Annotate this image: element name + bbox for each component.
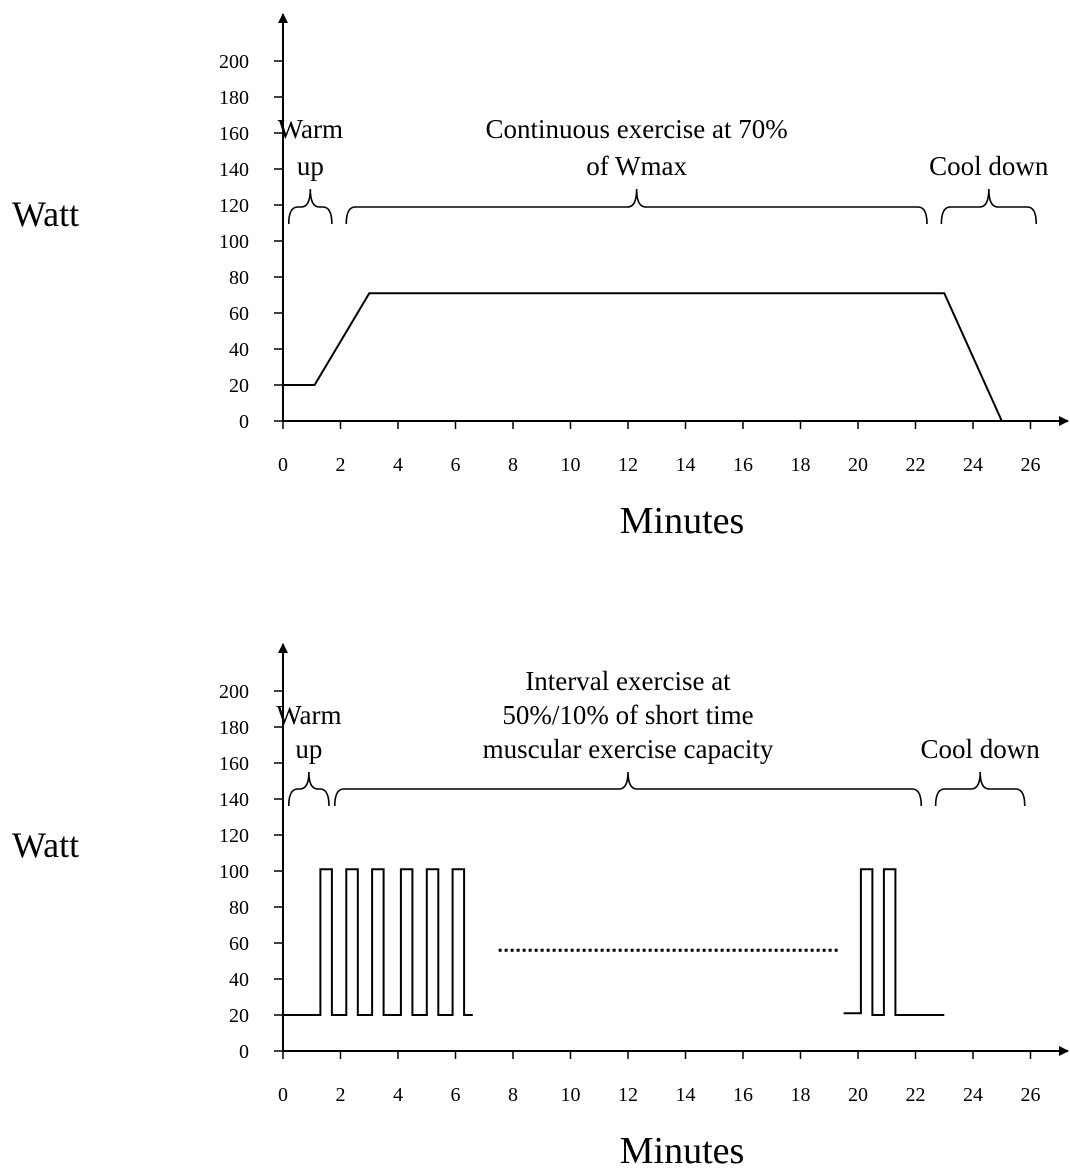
- x-tick-label: 16: [733, 454, 753, 476]
- series-line: [283, 292, 1003, 422]
- y-axis-label: Watt: [12, 825, 79, 865]
- phase-brace: [940, 188, 1038, 225]
- y-tick-label: 200: [219, 51, 249, 73]
- x-tick-label: 18: [791, 454, 811, 476]
- x-axis-label: Minutes: [620, 1130, 745, 1168]
- x-tick-label: 26: [1021, 1084, 1041, 1106]
- y-tick-label: 100: [219, 861, 249, 883]
- x-tick-label: 20: [848, 1084, 868, 1106]
- series-line: [843, 868, 945, 1016]
- x-tick-label: 12: [618, 454, 638, 476]
- phase-label: 50%/10% of short time: [502, 700, 753, 730]
- x-tick-label: 12: [618, 1084, 638, 1106]
- x-tick-label: 22: [906, 1084, 926, 1106]
- x-tick-label: 16: [733, 1084, 753, 1106]
- x-tick-label: 14: [676, 1084, 696, 1106]
- interval-exercise-chart: Watt Minutes 020406080100120140160180200…: [12, 643, 1069, 1168]
- x-tick-label: 4: [393, 454, 403, 476]
- series-line: [283, 868, 473, 1016]
- x-tick-label: 10: [561, 454, 581, 476]
- phase-label: muscular exercise capacity: [483, 734, 774, 764]
- y-tick-label: 140: [219, 159, 249, 181]
- x-tick-label: 20: [848, 454, 868, 476]
- phase-brace: [345, 188, 928, 225]
- x-tick-label: 6: [451, 1084, 461, 1106]
- y-tick-label: 120: [219, 195, 249, 217]
- x-tick-label: 6: [451, 454, 461, 476]
- phase-label: up: [297, 151, 324, 181]
- y-tick-label: 180: [219, 717, 249, 739]
- x-tick-label: 2: [336, 1084, 346, 1106]
- phase-brace: [287, 188, 333, 225]
- y-tick-label: 60: [229, 303, 249, 325]
- phase-brace: [333, 771, 923, 807]
- phase-brace: [287, 771, 330, 807]
- x-tick-label: 10: [561, 1084, 581, 1106]
- y-tick-label: 0: [239, 411, 249, 433]
- phase-brace: [934, 771, 1026, 807]
- x-tick-label: 8: [508, 454, 518, 476]
- y-tick-label: 80: [229, 897, 249, 919]
- x-axis-label: Minutes: [620, 500, 745, 542]
- x-tick-label: 0: [278, 1084, 288, 1106]
- y-tick-label: 80: [229, 267, 249, 289]
- y-tick-label: 100: [219, 231, 249, 253]
- x-tick-label: 24: [963, 454, 983, 476]
- x-tick-label: 0: [278, 454, 288, 476]
- y-tick-label: 160: [219, 753, 249, 775]
- y-tick-label: 0: [239, 1041, 249, 1063]
- phase-label: Cool down: [929, 151, 1049, 181]
- x-tick-label: 4: [393, 1084, 403, 1106]
- phase-label: Warm: [276, 700, 341, 730]
- phase-label: of Wmax: [586, 151, 687, 181]
- y-tick-label: 160: [219, 123, 249, 145]
- y-tick-label: 140: [219, 789, 249, 811]
- y-tick-label: 120: [219, 825, 249, 847]
- phase-label: Cool down: [921, 734, 1041, 764]
- y-tick-label: 20: [229, 375, 249, 397]
- x-tick-label: 26: [1021, 454, 1041, 476]
- y-tick-label: 60: [229, 933, 249, 955]
- x-tick-label: 2: [336, 454, 346, 476]
- y-tick-label: 40: [229, 339, 249, 361]
- y-axis-label: Watt: [12, 194, 79, 234]
- x-tick-label: 22: [906, 454, 926, 476]
- x-tick-label: 24: [963, 1084, 983, 1106]
- x-tick-label: 14: [676, 454, 696, 476]
- y-tick-label: 20: [229, 1005, 249, 1027]
- y-tick-label: 180: [219, 87, 249, 109]
- y-tick-label: 200: [219, 681, 249, 703]
- x-tick-label: 8: [508, 1084, 518, 1106]
- phase-label: up: [295, 734, 322, 764]
- phase-label: Interval exercise at: [525, 666, 731, 696]
- phase-label: Warm: [278, 114, 343, 144]
- phase-label: Continuous exercise at 70%: [486, 114, 788, 144]
- y-tick-label: 40: [229, 969, 249, 991]
- continuous-exercise-chart: Watt Minutes 020406080100120140160180200…: [12, 13, 1069, 542]
- x-tick-label: 18: [791, 1084, 811, 1106]
